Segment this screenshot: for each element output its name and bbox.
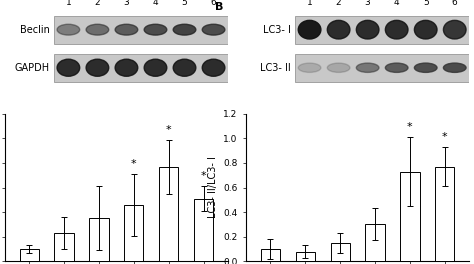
Bar bbox=[401, 172, 419, 261]
Ellipse shape bbox=[173, 24, 196, 35]
Ellipse shape bbox=[173, 59, 196, 76]
Ellipse shape bbox=[414, 20, 437, 39]
Ellipse shape bbox=[356, 63, 379, 72]
Bar bbox=[19, 249, 39, 261]
Text: 5: 5 bbox=[423, 0, 428, 7]
Bar bbox=[159, 167, 178, 261]
FancyBboxPatch shape bbox=[295, 16, 469, 44]
Bar bbox=[296, 252, 315, 261]
Ellipse shape bbox=[144, 59, 167, 76]
Text: 5: 5 bbox=[182, 0, 187, 7]
Ellipse shape bbox=[202, 24, 225, 35]
Bar bbox=[261, 249, 280, 261]
Ellipse shape bbox=[57, 24, 80, 35]
Bar bbox=[435, 167, 455, 261]
Text: 2: 2 bbox=[336, 0, 341, 7]
Text: 4: 4 bbox=[394, 0, 400, 7]
Ellipse shape bbox=[144, 24, 167, 35]
Ellipse shape bbox=[86, 24, 109, 35]
Ellipse shape bbox=[298, 63, 321, 72]
FancyBboxPatch shape bbox=[295, 54, 469, 82]
Text: *: * bbox=[131, 159, 137, 169]
Ellipse shape bbox=[327, 20, 350, 39]
Ellipse shape bbox=[356, 20, 379, 39]
Text: LC3- I: LC3- I bbox=[263, 25, 291, 35]
Y-axis label: LC3- II/LC3- I: LC3- II/LC3- I bbox=[208, 157, 218, 219]
Text: 6: 6 bbox=[452, 0, 457, 7]
Text: 3: 3 bbox=[365, 0, 371, 7]
Text: LC3- II: LC3- II bbox=[260, 63, 291, 73]
Ellipse shape bbox=[298, 20, 321, 39]
Bar bbox=[365, 224, 384, 261]
Ellipse shape bbox=[443, 20, 466, 39]
FancyBboxPatch shape bbox=[54, 54, 228, 82]
Ellipse shape bbox=[86, 59, 109, 76]
Ellipse shape bbox=[385, 20, 408, 39]
Text: 1: 1 bbox=[65, 0, 71, 7]
Text: B: B bbox=[215, 2, 223, 12]
Bar bbox=[124, 205, 144, 261]
Text: 4: 4 bbox=[153, 0, 158, 7]
Ellipse shape bbox=[385, 63, 408, 72]
Ellipse shape bbox=[414, 63, 437, 72]
Text: *: * bbox=[407, 122, 413, 132]
Text: *: * bbox=[166, 125, 172, 135]
Text: Beclin: Beclin bbox=[19, 25, 49, 35]
Text: *: * bbox=[201, 171, 207, 181]
Ellipse shape bbox=[443, 63, 466, 72]
Text: *: * bbox=[442, 132, 447, 142]
Text: 6: 6 bbox=[210, 0, 217, 7]
Text: 3: 3 bbox=[124, 0, 129, 7]
Ellipse shape bbox=[327, 63, 350, 72]
Text: 2: 2 bbox=[95, 0, 100, 7]
Text: 1: 1 bbox=[307, 0, 312, 7]
Ellipse shape bbox=[57, 59, 80, 76]
Bar bbox=[194, 199, 213, 261]
Bar bbox=[90, 218, 109, 261]
Ellipse shape bbox=[202, 59, 225, 76]
FancyBboxPatch shape bbox=[54, 16, 228, 44]
Ellipse shape bbox=[115, 24, 138, 35]
Bar bbox=[330, 243, 350, 261]
Text: GAPDH: GAPDH bbox=[14, 63, 49, 73]
Bar bbox=[55, 233, 73, 261]
Ellipse shape bbox=[115, 59, 138, 76]
